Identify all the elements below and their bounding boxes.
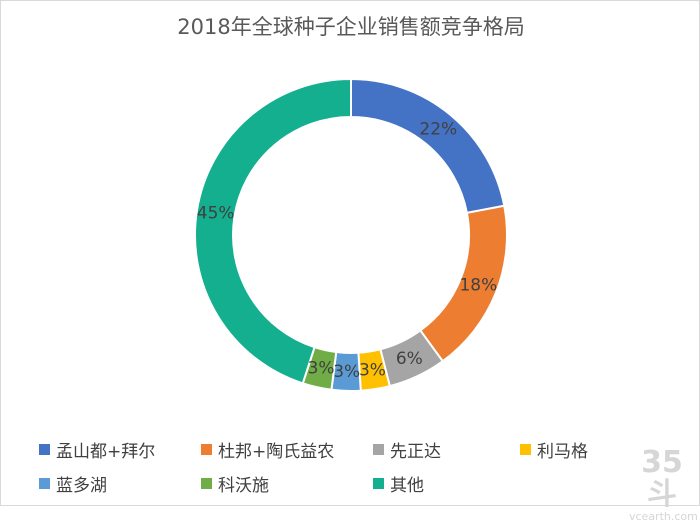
legend-swatch (201, 478, 212, 489)
legend-swatch (39, 478, 50, 489)
legend-item-5: 蓝多湖 (39, 471, 107, 496)
legend-item-2: 杜邦+陶氏益农 (201, 437, 334, 462)
legend-swatch (520, 444, 531, 455)
legend-item-3: 先正达 (373, 437, 441, 462)
legend-item-4: 利马格 (520, 437, 588, 462)
slice-1 (350, 77, 506, 215)
legend-swatch (201, 444, 212, 455)
legend-label: 先正达 (390, 442, 441, 462)
watermark-sub: vcearth.com (629, 510, 698, 523)
watermark: 35斗 vcearth.com (629, 445, 698, 523)
slice-label-7: 45% (197, 204, 235, 224)
slice-label-4: 3% (359, 360, 386, 380)
legend-item-7: 其他 (373, 471, 424, 496)
legend-swatch (373, 478, 384, 489)
legend-label: 其他 (390, 476, 424, 496)
chart-title: 2018年全球种子企业销售额竞争格局 (177, 15, 525, 39)
legend-label: 蓝多湖 (56, 476, 107, 496)
legend-swatch (373, 444, 384, 455)
legend-item-1: 孟山都+拜尔 (39, 437, 155, 462)
slice-label-2: 18% (459, 275, 497, 295)
slice-label-1: 22% (419, 119, 457, 139)
legend-label: 利马格 (537, 442, 588, 462)
legend-label: 孟山都+拜尔 (56, 442, 156, 462)
slice-label-6: 3% (308, 359, 335, 379)
slice-7 (194, 77, 352, 385)
legend-swatch (39, 444, 50, 455)
slice-label-5: 3% (333, 362, 360, 382)
watermark-main: 35斗 (641, 445, 683, 512)
legend-label: 科沃施 (218, 476, 269, 496)
donut-chart: 22%18%6%3%3%3%45% (194, 77, 508, 392)
slice-label-3: 6% (396, 349, 423, 369)
legend-label: 杜邦+陶氏益农 (218, 442, 335, 462)
legend-item-6: 科沃施 (201, 471, 269, 496)
